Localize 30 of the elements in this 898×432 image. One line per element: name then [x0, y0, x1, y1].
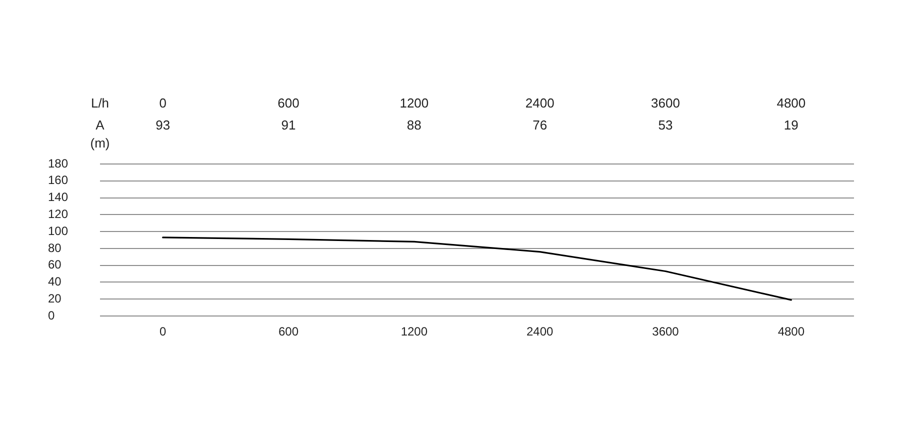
data-label: 19	[784, 118, 798, 133]
x-tick-label: 600	[278, 324, 299, 339]
category-label: 600	[278, 96, 300, 111]
data-label: 76	[532, 118, 548, 133]
data-label: 91	[281, 118, 296, 133]
y-tick-label: 180	[48, 156, 68, 170]
data-label: 93	[156, 118, 170, 133]
y-tick-label: 80	[48, 240, 62, 255]
x-tick-label: 3600	[652, 324, 680, 339]
y-tick-label: 120	[48, 206, 68, 221]
data-label: 88	[406, 118, 422, 133]
y-tick-label: 60	[48, 258, 62, 272]
category-label: 1200	[400, 96, 429, 111]
y-tick-label: 140	[48, 190, 68, 204]
x-tick-label: 2400	[526, 324, 554, 339]
y-tick-label: 20	[48, 291, 62, 306]
x-axis-title: L/h	[90, 96, 110, 111]
y-tick-label: 160	[48, 173, 68, 188]
y-tick-label: 40	[48, 274, 62, 289]
category-label: 4800	[776, 96, 806, 111]
x-tick-label: 1200	[400, 324, 428, 339]
y-tick-label: 100	[48, 224, 68, 238]
category-label: 2400	[525, 96, 554, 111]
x-tick-label: 0	[159, 324, 166, 339]
y-tick-label: 0	[48, 308, 55, 322]
category-label: 0	[159, 96, 166, 111]
data-label: 53	[658, 118, 673, 133]
category-label: 3600	[651, 96, 680, 111]
x-tick-label: 4800	[778, 324, 805, 339]
y-axis-title: A (m)	[90, 118, 110, 151]
